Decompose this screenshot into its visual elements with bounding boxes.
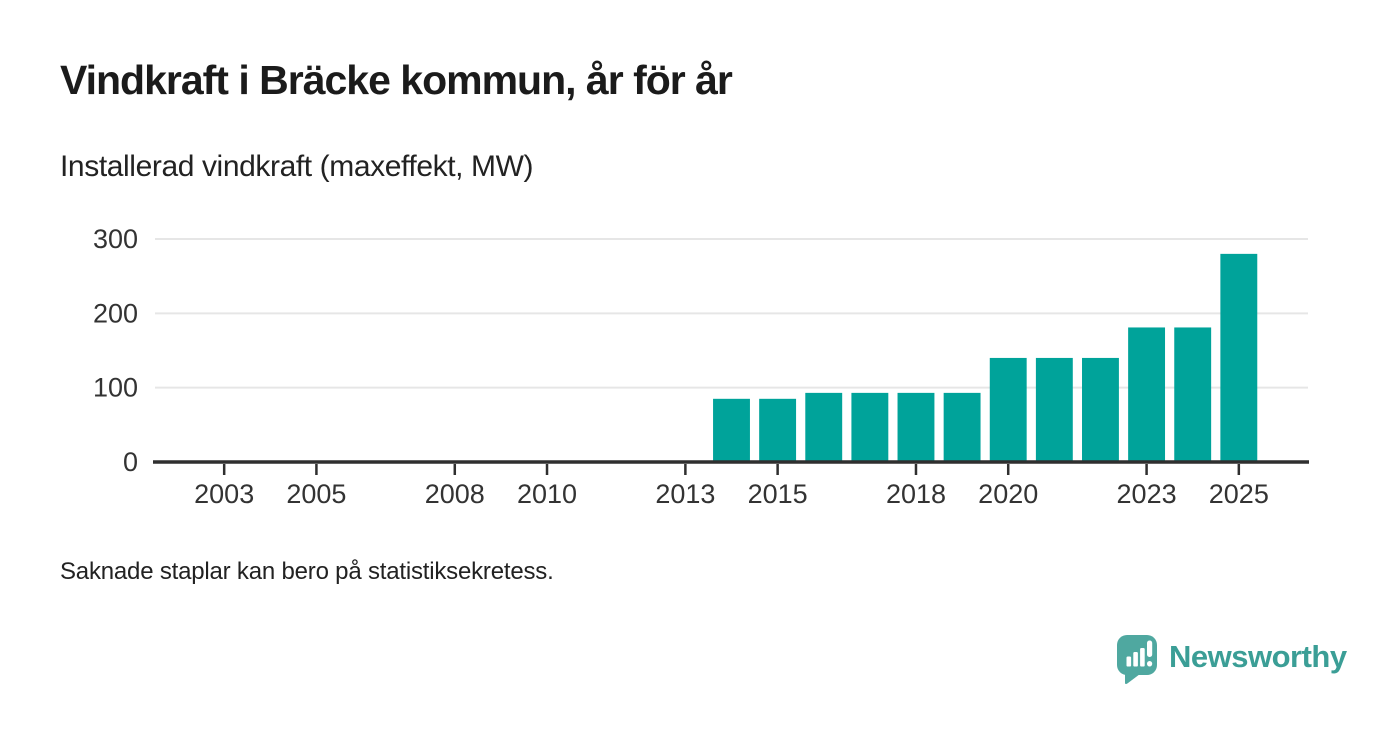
- x-tick-label-2013: 2013: [655, 479, 715, 509]
- x-tick-label-2020: 2020: [978, 479, 1038, 509]
- bar-2018: [897, 392, 935, 462]
- bar-2014: [713, 398, 750, 462]
- y-tick-label-0: 0: [123, 447, 138, 477]
- logo-mini-bar-1: [1126, 656, 1132, 667]
- y-tick-label-100: 100: [93, 373, 138, 403]
- bar-2017: [851, 392, 889, 462]
- x-tick-label-2015: 2015: [748, 479, 808, 509]
- logo-exclamation-dot: [1147, 661, 1153, 667]
- x-tick-label-2008: 2008: [425, 479, 485, 509]
- bar-2020: [989, 357, 1027, 462]
- brand-wordmark: Newsworthy: [1169, 638, 1347, 674]
- x-tick-label-2005: 2005: [286, 479, 346, 509]
- bar-2024: [1174, 327, 1212, 462]
- chart-subtitle: Installerad vindkraft (maxeffekt, MW): [60, 150, 534, 183]
- bar-2021: [1035, 357, 1073, 462]
- bar-2023: [1128, 327, 1166, 462]
- newsworthy-logo: Newsworthy: [1116, 634, 1347, 686]
- logo-exclamation-bar: [1147, 640, 1153, 657]
- x-tick-label-2003: 2003: [194, 479, 254, 509]
- x-tick-label-2025: 2025: [1209, 479, 1269, 509]
- newsworthy-speech-bubble-chart-icon: [1117, 635, 1157, 685]
- chart-title: Vindkraft i Bräcke kommun, år för år: [60, 57, 733, 103]
- x-tick-label-2023: 2023: [1117, 479, 1177, 509]
- logo-mini-bar-3: [1140, 648, 1145, 667]
- x-tick-label-2018: 2018: [886, 479, 946, 509]
- chart-footnote: Saknade staplar kan bero på statistiksek…: [60, 558, 554, 585]
- x-tick-label-2010: 2010: [517, 479, 577, 509]
- bar-2016: [805, 392, 843, 462]
- logo-mini-bar-2: [1133, 652, 1138, 667]
- y-tick-label-300: 300: [93, 224, 138, 254]
- bar-2025: [1220, 253, 1258, 462]
- bar-2022: [1082, 357, 1119, 462]
- bar-2019: [943, 392, 981, 462]
- logo-bubble-tail: [1125, 668, 1142, 685]
- y-tick-label-200: 200: [93, 298, 138, 328]
- bar-2015: [759, 398, 797, 462]
